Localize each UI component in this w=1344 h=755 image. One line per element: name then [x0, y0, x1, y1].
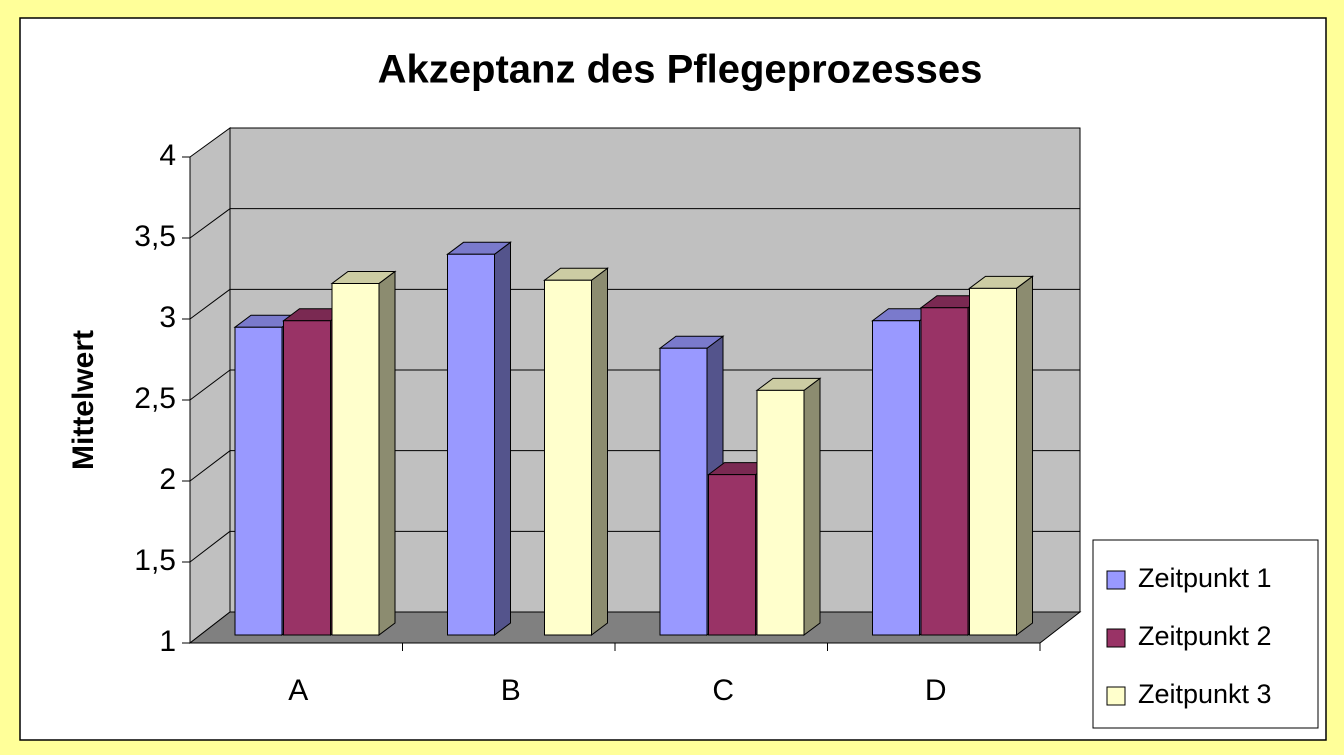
- bar-face: [1016, 275, 1033, 636]
- bar-face: [494, 241, 511, 636]
- bar-face: [659, 347, 708, 636]
- legend-swatch: [1106, 686, 1126, 706]
- bar-face: [920, 307, 969, 636]
- x-tick-label: C: [712, 674, 734, 707]
- y-tick-label: 3,5: [134, 220, 176, 253]
- grid-line: [189, 530, 231, 563]
- bar-face: [872, 320, 920, 636]
- legend-label: Zeitpunkt 2: [1138, 621, 1272, 651]
- grid-line: [189, 369, 231, 401]
- bar-face: [331, 282, 380, 636]
- legend-swatch: [1106, 628, 1126, 648]
- chart-title: Akzeptanz des Pflegeprozesses: [378, 48, 983, 92]
- y-tick-label: 4: [159, 139, 176, 172]
- bar-face: [283, 320, 331, 636]
- legend-swatch: [1106, 570, 1126, 590]
- y-axis-label: Mittelwert: [67, 330, 100, 470]
- grid-line: [189, 208, 231, 239]
- y-tick-label: 1,5: [134, 544, 176, 577]
- legend: [1092, 539, 1319, 729]
- grid-line: [189, 450, 231, 482]
- bar: [755, 377, 822, 636]
- bar-face: [234, 326, 283, 636]
- bar-face: [591, 267, 608, 636]
- bar-face: [378, 270, 396, 636]
- bar-face: [969, 287, 1017, 636]
- bar: [968, 275, 1034, 636]
- bar: [446, 241, 512, 636]
- legend-label: Zeitpunkt 3: [1138, 679, 1272, 709]
- x-tick-label: D: [925, 674, 947, 707]
- bar-face: [756, 389, 805, 636]
- legend-label: Zeitpunkt 1: [1138, 563, 1272, 593]
- x-tick-label: B: [501, 674, 521, 707]
- bar: [543, 267, 609, 636]
- bar-face: [544, 279, 592, 636]
- bar-face: [447, 253, 495, 636]
- bar: [330, 270, 397, 636]
- bar-face: [708, 474, 756, 636]
- y-tick-label: 2: [159, 463, 176, 496]
- y-tick-label: 3: [159, 301, 176, 334]
- grid-line: [189, 288, 231, 320]
- bar-face: [803, 377, 821, 636]
- x-tick-label: A: [288, 674, 308, 707]
- y-tick-label: 1: [159, 625, 176, 658]
- y-tick-label: 2,5: [134, 382, 176, 415]
